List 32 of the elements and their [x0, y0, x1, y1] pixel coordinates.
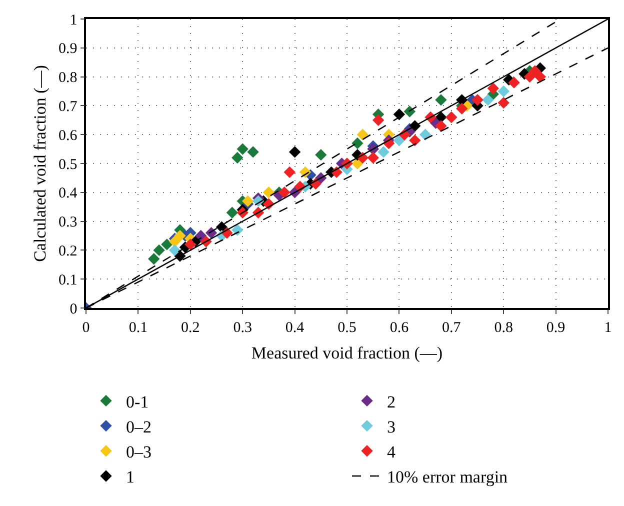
legend-label: 2 [387, 392, 396, 412]
y-tick-label: 0.3 [58, 214, 78, 231]
y-tick-label: 0.8 [58, 70, 78, 86]
x-tick-label: 0.4 [285, 320, 305, 336]
x-tick-label: 0.9 [546, 320, 566, 336]
legend-label: 0–2 [126, 417, 152, 436]
legend-label: 0–3 [126, 442, 152, 462]
y-tick-label: 0.5 [58, 156, 78, 173]
x-tick-label: 1 [604, 320, 612, 336]
x-tick-label: 0 [82, 320, 90, 336]
y-tick-label: 0.6 [58, 128, 78, 144]
x-tick-label: 0.1 [128, 320, 148, 336]
legend-label: 4 [387, 442, 396, 462]
x-axis-title: Measured void fraction (—) [251, 344, 443, 363]
y-tick-label: 0.4 [58, 186, 78, 202]
y-axis-title: Calculated void fraction (—) [30, 65, 50, 262]
x-tick-label: 0.3 [233, 320, 252, 336]
x-tick-label: 0.2 [181, 320, 200, 336]
y-tick-label: 0.7 [58, 98, 78, 115]
x-tick-label: 0.5 [338, 320, 356, 336]
legend-label: 1 [126, 468, 134, 487]
x-tick-label: 0.6 [390, 320, 410, 336]
y-tick-label: 0 [70, 301, 78, 318]
y-tick-label: 0.9 [58, 41, 78, 58]
y-tick-label: 0.2 [58, 243, 78, 260]
y-tick-label: 1 [70, 12, 78, 28]
legend-label: 10% error margin [387, 468, 508, 487]
x-tick-label: 0.8 [494, 320, 513, 336]
legend-label: 0-1 [126, 392, 149, 412]
y-tick-label: 0.1 [58, 272, 78, 288]
legend-label: 3 [387, 417, 396, 436]
x-tick-label: 0.7 [442, 320, 462, 336]
